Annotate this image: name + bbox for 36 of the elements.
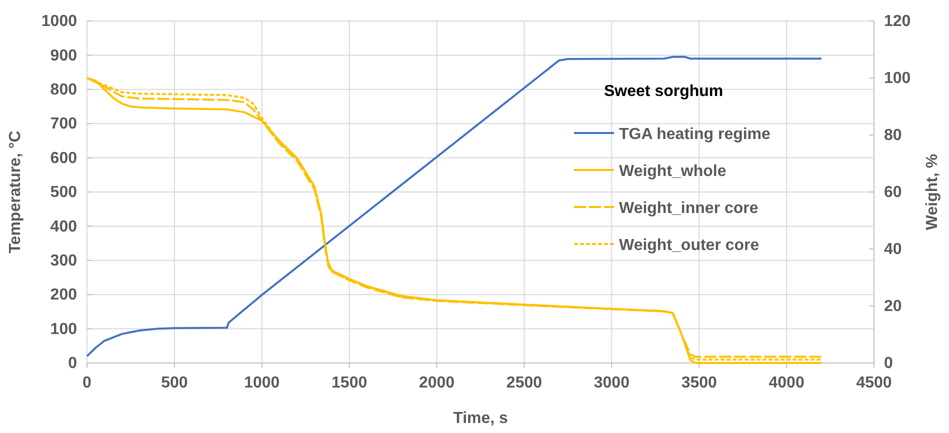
x-tick-label: 1000: [244, 374, 280, 392]
y-tick-label: 200: [50, 286, 78, 304]
legend-title: Sweet sorghum: [604, 83, 724, 100]
x-tick-label: 2000: [418, 374, 455, 392]
y2-tick-label: 20: [884, 298, 902, 316]
y2-axis-title: Weight, %: [924, 154, 941, 230]
legend-label: Weight_whole: [619, 163, 726, 180]
y-tick-label: 600: [50, 150, 78, 167]
y-tick-label: 0: [68, 355, 78, 372]
y-tick-label: 300: [50, 252, 78, 270]
y-axis-title: Temperature, °C: [7, 130, 24, 254]
y2-tick-label: 60: [884, 184, 902, 202]
x-axis-title: Time, s: [453, 410, 508, 427]
x-tick-label: 1500: [332, 374, 368, 392]
y-tick-label: 500: [50, 184, 78, 202]
legend-label: Weight_inner core: [619, 200, 758, 217]
y2-tick-label: 80: [884, 127, 902, 144]
x-tick-label: 3500: [681, 374, 718, 392]
x-tick-label: 3000: [594, 374, 630, 392]
x-tick-label: 0: [82, 374, 92, 392]
y2-tick-label: 40: [884, 241, 902, 258]
y-tick-label: 700: [50, 116, 78, 133]
y2-tick-label: 0: [884, 355, 893, 372]
y2-tick-label: 100: [884, 70, 911, 88]
x-tick-label: 2500: [506, 374, 542, 392]
y-tick-label: 100: [50, 320, 78, 338]
legend-label: Weight_outer core: [619, 237, 760, 254]
y2-tick-label: 120: [884, 13, 911, 30]
x-tick-label: 4500: [856, 374, 892, 392]
y-tick-label: 1000: [41, 13, 78, 30]
y-tick-label: 800: [50, 82, 78, 99]
legend-label: TGA heating regime: [619, 126, 771, 143]
x-tick-label: 4000: [768, 374, 804, 392]
x-tick-label: 500: [161, 374, 188, 392]
y-tick-label: 400: [50, 218, 78, 236]
y-tick-label: 900: [50, 47, 78, 64]
